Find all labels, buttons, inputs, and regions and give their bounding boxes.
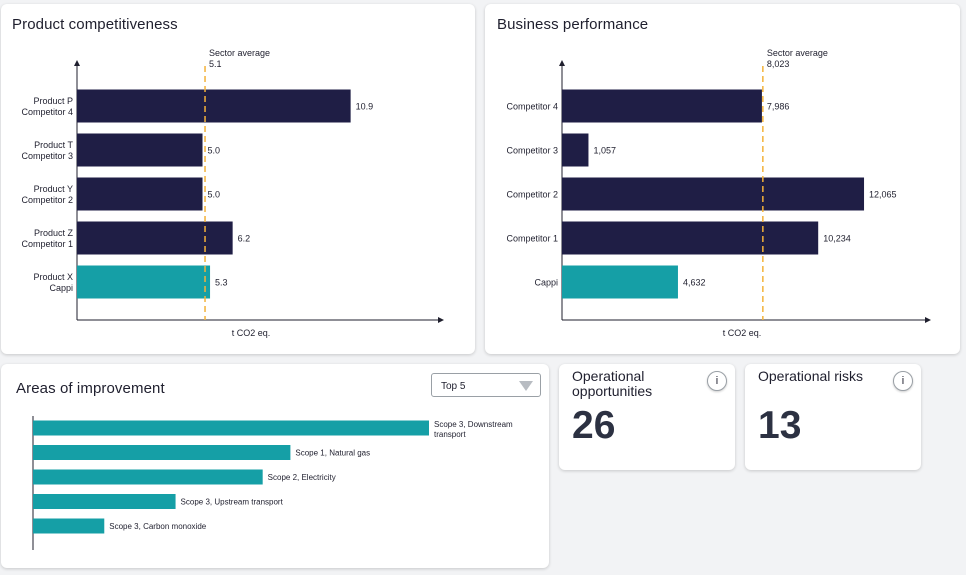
operational-opportunities-label: Operational opportunities	[572, 368, 653, 399]
bar	[77, 221, 233, 255]
areas-of-improvement-title: Areas of improvement	[16, 380, 165, 397]
bar	[77, 89, 351, 123]
bar	[77, 133, 203, 167]
top-n-dropdown[interactable]: Top 5	[431, 373, 541, 397]
operational-opportunities-value: 26	[572, 404, 616, 447]
category-label: Competitor 1	[21, 239, 73, 249]
category-label: Product T	[34, 140, 73, 150]
category-label: Product Y	[34, 184, 73, 194]
chevron-down-icon	[519, 381, 533, 391]
sector-average-label: Sector average	[767, 48, 828, 58]
bar-value-label: 10.9	[356, 102, 374, 112]
product-competitiveness-card: Product competitiveness 10.9 Product P Com…	[1, 4, 475, 354]
x-axis-label: t CO2 eq.	[723, 328, 762, 338]
x-axis-label: t CO2 eq.	[232, 328, 271, 338]
bar-value-label: 1,057	[593, 146, 616, 156]
category-label: Competitor 3	[21, 151, 73, 161]
bar	[33, 420, 429, 436]
operational-risks-label: Operational risks	[758, 368, 864, 384]
category-label: Competitor 1	[506, 234, 558, 244]
category-label: Scope 3, Upstream transport	[181, 498, 284, 507]
y-axis-arrow	[559, 60, 565, 66]
category-label: Cappi	[534, 278, 558, 288]
areas-of-improvement-card: Areas of improvement Top 5 Scope 3, Down…	[1, 364, 549, 568]
category-label: Scope 2, Electricity	[268, 473, 336, 482]
category-label: transport	[434, 430, 466, 439]
sector-average-value: 5.1	[209, 59, 222, 69]
category-label: Competitor 2	[506, 190, 558, 200]
sector-average-value: 8,023	[767, 59, 790, 69]
bar	[33, 445, 291, 460]
bar	[562, 89, 762, 123]
bar	[33, 469, 263, 485]
bar	[33, 494, 176, 509]
bar	[77, 265, 211, 299]
category-label: Competitor 2	[21, 195, 73, 205]
bar-value-label: 5.3	[215, 278, 228, 288]
category-label: Scope 1, Natural gas	[295, 449, 370, 458]
category-label: Product X	[33, 272, 73, 282]
bar	[562, 177, 865, 211]
bar	[562, 265, 678, 299]
y-axis-arrow	[74, 60, 80, 66]
x-axis-arrow	[438, 317, 444, 323]
category-label: Scope 3, Downstream	[434, 420, 513, 429]
bar-value-label: 5.0	[208, 190, 221, 200]
category-label: Competitor 4	[506, 102, 558, 112]
x-axis-arrow	[925, 317, 931, 323]
operational-opportunities-card: Operational opportunities i 26	[559, 364, 735, 470]
top-n-dropdown-value: Top 5	[441, 381, 466, 392]
operational-risks-value: 13	[758, 404, 802, 447]
bar-value-label: 4,632	[683, 278, 706, 288]
bar-value-label: 7,986	[767, 102, 790, 112]
bar	[77, 177, 203, 211]
category-label: Cappi	[49, 283, 73, 293]
bar-value-label: 6.2	[238, 234, 251, 244]
category-label: Product Z	[34, 228, 74, 238]
category-label: Scope 3, Carbon monoxide	[109, 522, 207, 531]
bar-value-label: 10,234	[823, 234, 851, 244]
category-label: Competitor 4	[21, 107, 73, 117]
product-competitiveness-title: Product competitiveness	[12, 16, 178, 33]
category-label: Product P	[33, 96, 73, 106]
bar	[562, 221, 819, 255]
bar	[33, 518, 105, 534]
bar-value-label: 12,065	[869, 190, 897, 200]
operational-risks-card: Operational risks i 13	[745, 364, 921, 470]
category-label: Competitor 3	[506, 146, 558, 156]
business-performance-chart: 7,986 Competitor 4 1,057 Competitor 3 12,065…	[506, 48, 931, 338]
business-performance-card: Business performance 7,986 Competitor 4 1,…	[485, 4, 960, 354]
bar-value-label: 5.0	[208, 146, 221, 156]
bar	[562, 133, 589, 167]
business-performance-title: Business performance	[497, 16, 649, 33]
sector-average-label: Sector average	[209, 48, 270, 58]
info-icon[interactable]: i	[707, 371, 727, 391]
info-icon[interactable]: i	[893, 371, 913, 391]
